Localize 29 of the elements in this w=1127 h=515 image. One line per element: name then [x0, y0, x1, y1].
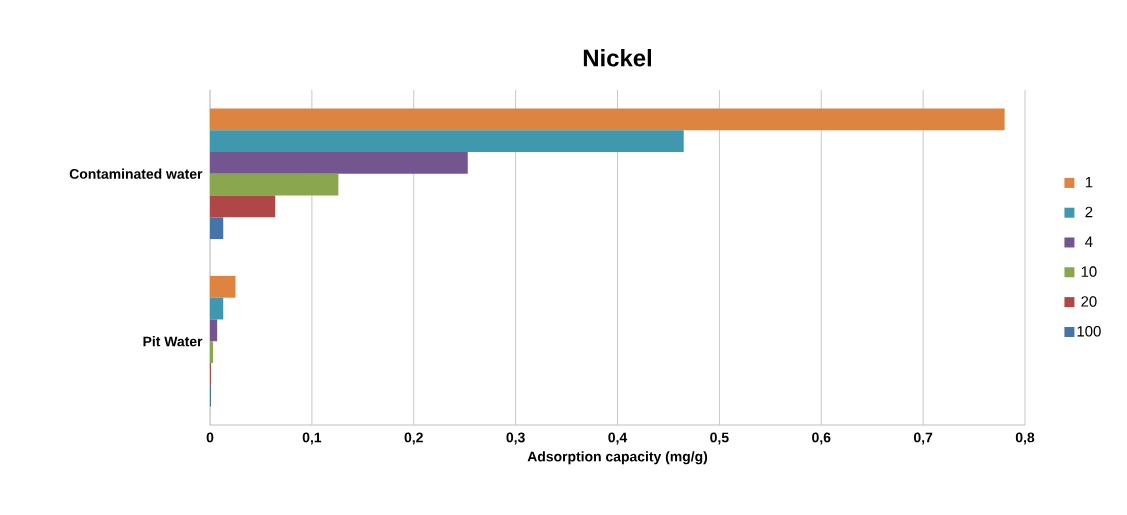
legend-label: 100: [1077, 326, 1101, 337]
x-tick-label: 0,5: [710, 432, 729, 445]
chart-title: Nickel: [583, 48, 652, 67]
bar: [210, 275, 236, 298]
x-tick-label: 0,7: [913, 432, 933, 445]
legend-label: 2: [1085, 206, 1093, 218]
legend-label: 4: [1085, 236, 1093, 247]
bar: [210, 130, 684, 152]
bar: [210, 217, 224, 240]
bar: [210, 108, 1005, 131]
x-tick-label: 0,8: [1015, 432, 1035, 445]
y-tick-label: Pit Water: [143, 336, 203, 347]
bar: [210, 341, 214, 364]
bar: [210, 297, 224, 320]
bar: [210, 319, 218, 342]
x-tick-label: 0,1: [302, 432, 322, 445]
legend-label: 20: [1081, 296, 1097, 307]
x-tick-label: 0,6: [812, 432, 831, 445]
bar: [210, 173, 339, 196]
legend-label: 1: [1085, 177, 1093, 188]
x-axis-title: Adsorption capacity (mg/g): [527, 451, 708, 465]
bar: [210, 195, 276, 218]
x-tick-label: 0,2: [404, 432, 423, 445]
y-tick-label: Contaminated water: [69, 168, 203, 179]
x-tick-label: 0,3: [506, 432, 525, 445]
bar: [210, 151, 468, 174]
legend-label: 10: [1081, 266, 1097, 277]
x-tick-label: 0,4: [608, 432, 628, 445]
x-tick-label: 0: [206, 432, 214, 443]
